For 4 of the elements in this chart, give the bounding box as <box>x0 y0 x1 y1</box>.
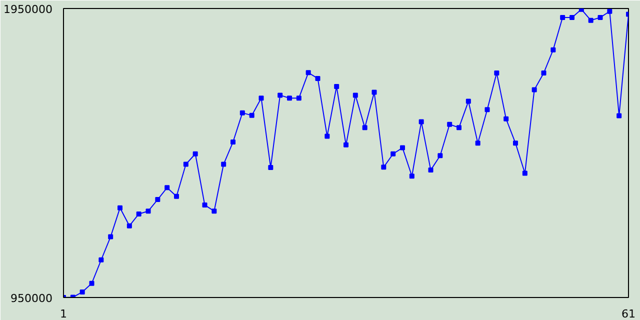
x-tick-label: 1 <box>60 308 67 320</box>
x-tick-label: 61 <box>622 308 636 320</box>
y-tick-label: 950000 <box>10 292 53 305</box>
y-tick-label: 1950000 <box>4 3 53 16</box>
